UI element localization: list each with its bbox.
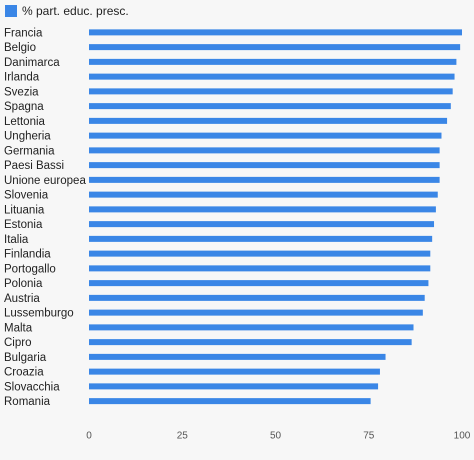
bar — [89, 103, 451, 110]
category-label: Slovacchia — [4, 381, 60, 393]
bar — [89, 132, 442, 139]
category-label: Francia — [4, 27, 43, 39]
bar — [89, 88, 453, 95]
category-label: Croazia — [4, 367, 44, 379]
category-label: Unione europea — [4, 175, 86, 187]
bar — [89, 44, 461, 51]
bar — [89, 73, 455, 80]
category-label: Svezia — [4, 86, 39, 98]
category-label: Paesi Bassi — [4, 160, 64, 172]
bar — [89, 221, 435, 228]
category-label: Spagna — [4, 101, 44, 113]
category-label: Lituania — [4, 204, 45, 216]
bar — [89, 191, 438, 198]
bar — [89, 324, 414, 331]
x-tick-label: 75 — [363, 431, 375, 442]
category-label: Romania — [4, 396, 51, 408]
bar — [89, 383, 379, 390]
category-label: Austria — [4, 293, 40, 305]
bar — [89, 58, 457, 65]
category-label: Irlanda — [4, 72, 40, 84]
bar — [89, 147, 440, 154]
bar — [89, 280, 429, 287]
category-label: Finlandia — [4, 249, 51, 261]
category-label: Belgio — [4, 42, 36, 54]
x-tick-label: 100 — [454, 431, 471, 442]
x-tick-label: 50 — [270, 431, 282, 442]
category-label: Germania — [4, 145, 55, 157]
bar — [89, 294, 425, 301]
category-label: Estonia — [4, 219, 43, 231]
bar — [89, 398, 371, 405]
category-label: Bulgaria — [4, 352, 47, 364]
category-label: Slovenia — [4, 190, 49, 202]
bar — [89, 309, 423, 316]
category-label: Lettonia — [4, 116, 46, 128]
legend-swatch — [5, 5, 17, 17]
category-label: Lussemburgo — [4, 308, 74, 320]
bar — [89, 29, 462, 36]
category-label: Italia — [4, 234, 29, 246]
bar — [89, 339, 412, 346]
category-label: Ungheria — [4, 131, 51, 143]
bar — [89, 368, 380, 375]
category-label: Portogallo — [4, 263, 56, 275]
category-label: Malta — [4, 322, 33, 334]
bar — [89, 162, 440, 169]
x-tick-label: 0 — [86, 431, 92, 442]
bar — [89, 206, 436, 213]
bar — [89, 353, 386, 360]
bar — [89, 235, 433, 242]
legend-label: % part. educ. presc. — [22, 4, 129, 18]
x-tick-label: 25 — [177, 431, 189, 442]
category-label: Danimarca — [4, 57, 60, 69]
bar — [89, 250, 431, 257]
bar — [89, 176, 440, 183]
bar — [89, 265, 431, 272]
category-label: Polonia — [4, 278, 43, 290]
category-label: Cipro — [4, 337, 31, 349]
bar — [89, 117, 448, 124]
legend: % part. educ. presc. — [5, 4, 129, 18]
